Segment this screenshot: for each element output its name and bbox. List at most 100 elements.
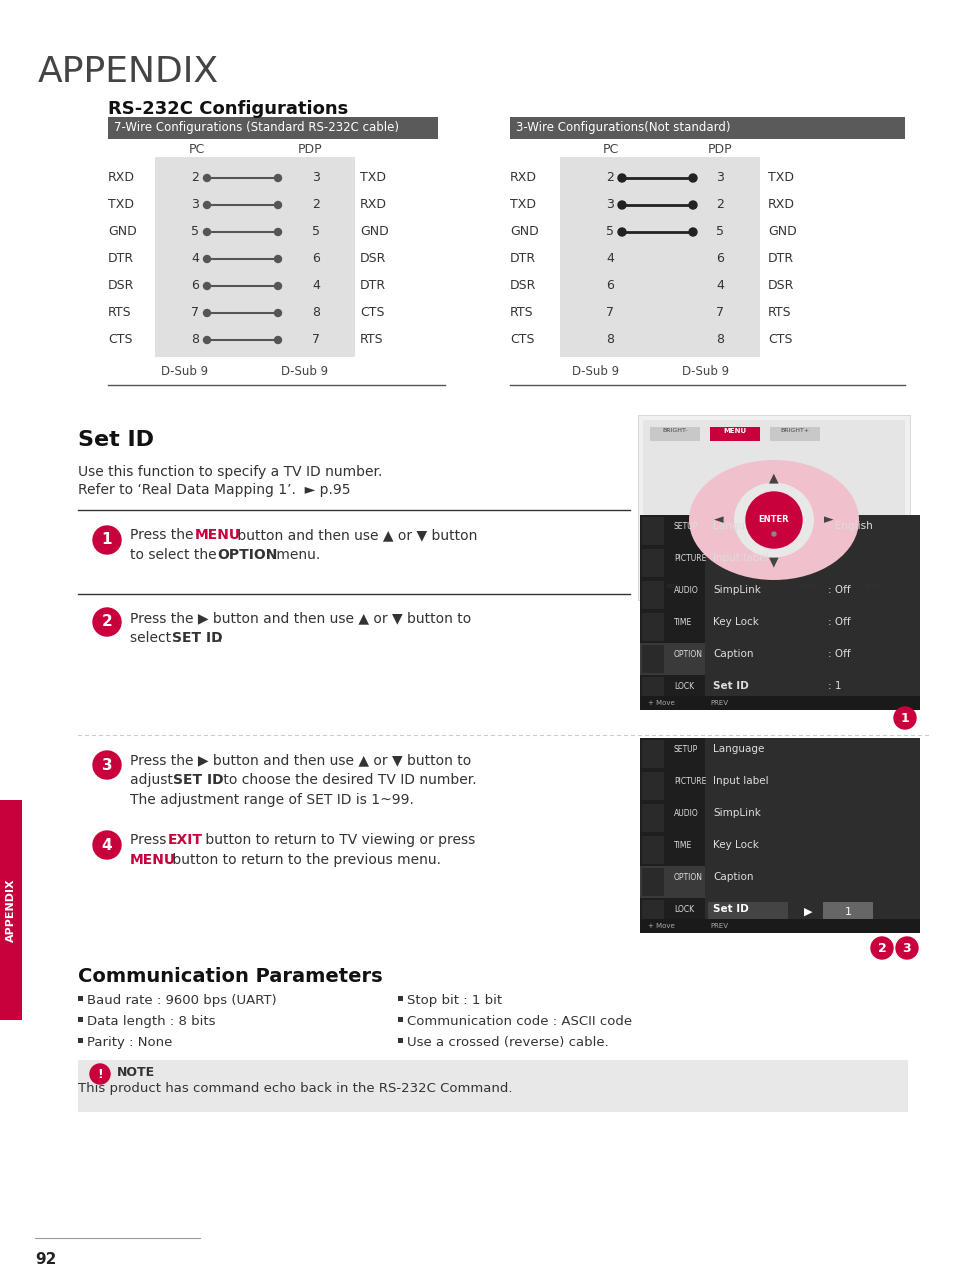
Circle shape <box>618 228 625 237</box>
Circle shape <box>274 337 281 343</box>
Bar <box>78 1018 83 1021</box>
Bar <box>782 583 832 595</box>
Text: + Move: + Move <box>647 700 674 706</box>
Text: Stop bit : 1 bit: Stop bit : 1 bit <box>407 993 501 1007</box>
Text: MENU: MENU <box>722 427 746 434</box>
Circle shape <box>618 174 625 182</box>
Text: OPTION: OPTION <box>673 873 702 881</box>
Bar <box>639 738 704 770</box>
Bar <box>641 550 663 577</box>
Text: 5: 5 <box>716 225 723 238</box>
Bar <box>559 156 760 357</box>
Text: : Off: : Off <box>827 617 850 627</box>
Bar <box>639 738 919 932</box>
Text: AUDIO: AUDIO <box>673 586 698 595</box>
Text: ENTER: ENTER <box>758 515 788 524</box>
Text: APPENDIX: APPENDIX <box>6 878 16 941</box>
Text: + Move: + Move <box>647 923 674 929</box>
Text: 2: 2 <box>877 941 885 954</box>
Bar <box>649 427 700 441</box>
Text: 2: 2 <box>191 170 199 184</box>
Text: APPENDIX: APPENDIX <box>38 55 219 89</box>
Text: 2: 2 <box>102 614 112 630</box>
Text: Input label: Input label <box>712 776 768 786</box>
Text: GND: GND <box>767 225 796 238</box>
Text: : English: : English <box>827 522 872 530</box>
Text: TIMER: TIMER <box>729 584 745 589</box>
Text: 3: 3 <box>102 758 112 772</box>
Circle shape <box>274 309 281 317</box>
Text: to select the: to select the <box>130 548 221 562</box>
Text: LOCK: LOCK <box>673 682 694 691</box>
Text: SIMPL: SIMPL <box>864 584 880 589</box>
Bar <box>510 117 904 139</box>
Circle shape <box>893 707 915 729</box>
Text: DTR: DTR <box>767 252 793 265</box>
Text: ►: ► <box>823 514 833 527</box>
Text: 7: 7 <box>716 307 723 319</box>
Text: Use a crossed (reverse) cable.: Use a crossed (reverse) cable. <box>407 1035 608 1049</box>
Ellipse shape <box>688 460 858 580</box>
Text: 8: 8 <box>191 333 199 346</box>
Text: PREV: PREV <box>709 923 727 929</box>
Text: Caption: Caption <box>712 649 753 659</box>
Bar <box>639 898 704 930</box>
Text: TXD: TXD <box>510 198 536 211</box>
Text: SETUP: SETUP <box>673 745 698 754</box>
Text: Use this function to specify a TV ID number.: Use this function to specify a TV ID num… <box>78 466 382 480</box>
Bar <box>0 800 22 1020</box>
Bar <box>639 770 704 803</box>
Text: PDP: PDP <box>707 142 732 156</box>
Text: OPTION: OPTION <box>216 548 277 562</box>
Text: Communication Parameters: Communication Parameters <box>78 967 382 986</box>
Bar <box>108 117 437 139</box>
Text: 3: 3 <box>605 198 614 211</box>
Bar <box>769 427 820 441</box>
Text: The adjustment range of SET ID is 1~99.: The adjustment range of SET ID is 1~99. <box>130 792 414 806</box>
Text: D-Sub 9: D-Sub 9 <box>572 365 618 378</box>
Text: .: . <box>218 631 222 645</box>
Text: BRIGHT-: BRIGHT- <box>661 427 687 432</box>
Bar <box>78 996 83 1001</box>
Text: SET ID: SET ID <box>172 773 223 787</box>
Bar <box>154 156 355 357</box>
Bar <box>822 902 872 922</box>
Text: NOTE: NOTE <box>117 1066 155 1079</box>
Text: 6: 6 <box>716 252 723 265</box>
Bar <box>397 1038 402 1043</box>
Text: 6: 6 <box>191 279 199 293</box>
Text: 1: 1 <box>843 907 851 917</box>
Text: 7: 7 <box>191 307 199 319</box>
Bar <box>847 583 897 595</box>
Text: CTS: CTS <box>510 333 534 346</box>
Text: Caption: Caption <box>712 873 753 881</box>
Text: Key Lock: Key Lock <box>712 840 758 850</box>
Ellipse shape <box>733 482 813 557</box>
Text: Parity : None: Parity : None <box>87 1035 172 1049</box>
Bar <box>709 427 760 441</box>
Text: PDP: PDP <box>297 142 322 156</box>
Text: GND: GND <box>359 225 388 238</box>
Bar <box>78 1060 907 1112</box>
Text: CTS: CTS <box>359 307 384 319</box>
Text: 3: 3 <box>716 170 723 184</box>
Text: : 1: : 1 <box>827 681 841 691</box>
Text: PICTURE: PICTURE <box>673 555 705 563</box>
Bar <box>647 583 698 595</box>
Text: !: ! <box>97 1067 103 1080</box>
Bar <box>639 918 919 932</box>
Text: RTS: RTS <box>767 307 791 319</box>
Text: DTR: DTR <box>510 252 536 265</box>
Circle shape <box>274 174 281 182</box>
Text: 92: 92 <box>35 1252 56 1267</box>
Bar <box>712 583 762 595</box>
Text: EXIT: EXIT <box>168 833 203 847</box>
Text: RTS: RTS <box>359 333 383 346</box>
Circle shape <box>203 174 211 182</box>
Circle shape <box>274 229 281 235</box>
Text: adjust: adjust <box>130 773 177 787</box>
Text: Language: Language <box>712 744 763 754</box>
Text: D-Sub 9: D-Sub 9 <box>681 365 729 378</box>
Text: 4: 4 <box>102 837 112 852</box>
Text: PC: PC <box>189 142 205 156</box>
